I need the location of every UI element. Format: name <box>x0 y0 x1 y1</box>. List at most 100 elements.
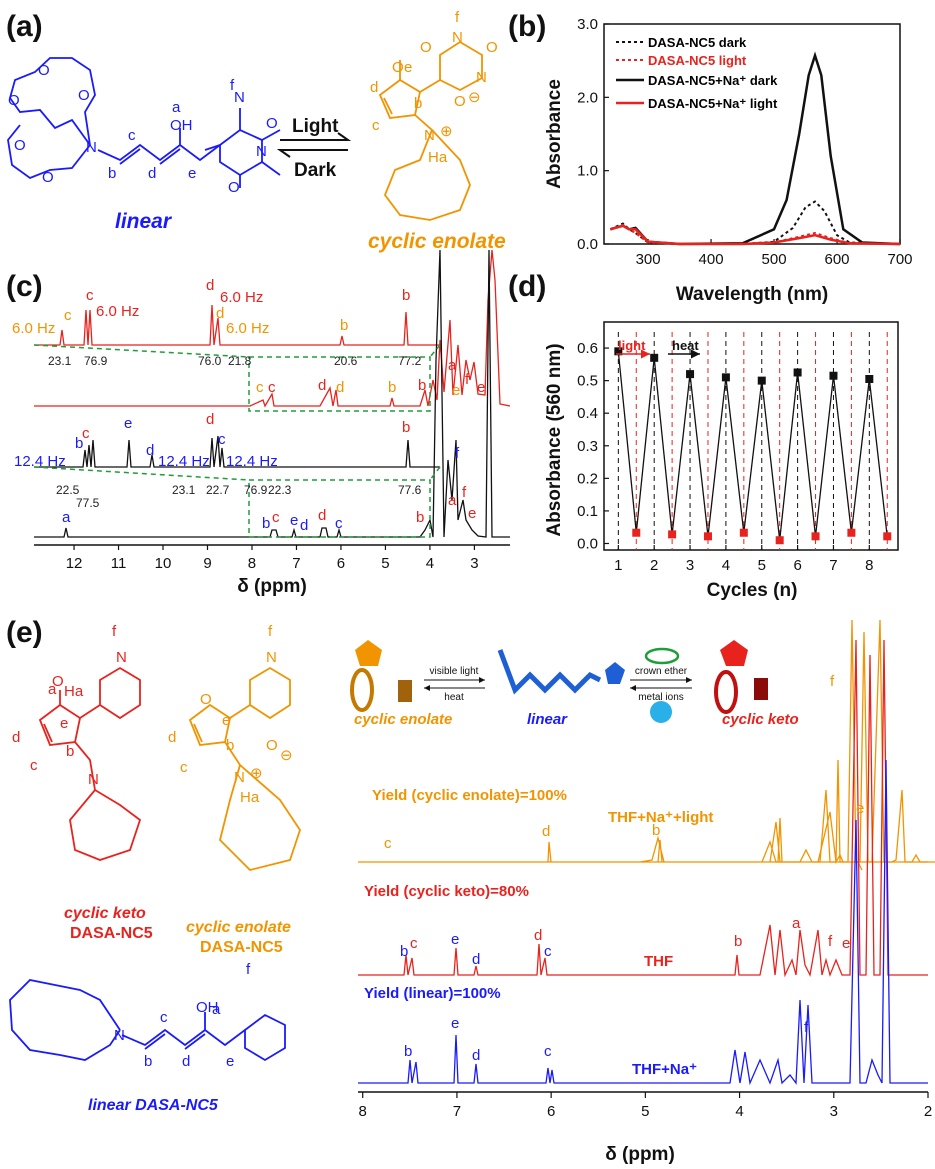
y-tick-label-d: 0.1 <box>577 503 598 520</box>
x-tick-label-c: 5 <box>381 555 389 572</box>
svg-text:e: e <box>842 935 850 952</box>
svg-text:d: d <box>336 379 344 396</box>
svg-text:O: O <box>486 39 498 56</box>
svg-text:⊖: ⊖ <box>468 89 481 106</box>
dark-point <box>865 375 874 383</box>
svg-text:76.9: 76.9 <box>84 354 108 368</box>
svg-text:f: f <box>830 673 835 690</box>
svg-text:N: N <box>234 769 245 786</box>
svg-text:c: c <box>218 431 226 448</box>
panel-label-e: (e) <box>6 616 43 649</box>
y-tick-label-d: 0.2 <box>577 470 598 487</box>
x-tick-label-d: 8 <box>865 557 873 574</box>
svg-text:c: c <box>544 943 552 960</box>
x-tick-label-e: 2 <box>924 1103 932 1120</box>
svg-text:e: e <box>124 415 132 432</box>
equilibrium-arrows-a <box>276 132 352 158</box>
svg-text:N: N <box>424 127 435 144</box>
svg-text:d: d <box>12 729 20 746</box>
svg-text:O: O <box>392 59 404 76</box>
svg-text:b: b <box>340 317 348 334</box>
cyclic-enolate-label: cyclic enolate <box>368 230 506 253</box>
svg-text:a: a <box>62 509 71 526</box>
linear-structure-e <box>9 979 286 1062</box>
x-tick-label-b: 600 <box>825 251 850 268</box>
svg-text:b: b <box>402 287 410 304</box>
svg-text:O: O <box>266 737 278 754</box>
light-point <box>739 528 748 537</box>
cyclic-keto-atoms: f N O a Ha e d c b N <box>12 623 127 788</box>
cyclic-enolate-title-e: cyclic enolate <box>186 919 291 936</box>
svg-text:N: N <box>234 89 245 106</box>
svg-text:f: f <box>828 933 833 950</box>
light-point <box>703 532 712 541</box>
svg-text:O: O <box>52 673 64 690</box>
linear-structure-a <box>7 57 281 188</box>
svg-text:6.0 Hz: 6.0 Hz <box>12 320 55 337</box>
svg-text:f: f <box>455 445 460 462</box>
svg-text:e: e <box>451 931 459 948</box>
svg-text:c: c <box>384 835 392 852</box>
dark-point <box>650 353 659 362</box>
svg-text:O: O <box>38 62 50 79</box>
svg-text:⊕: ⊕ <box>440 123 453 140</box>
svg-text:a: a <box>448 492 457 509</box>
svg-text:23.1: 23.1 <box>48 354 72 368</box>
y-tick-label-d: 0.5 <box>577 373 598 390</box>
y-tick-label-d: 0.3 <box>577 438 598 455</box>
svg-text:76.0: 76.0 <box>198 354 222 368</box>
svg-text:e: e <box>60 715 68 732</box>
legend-item: DASA-NC5+Na⁺ dark <box>648 73 778 88</box>
legend-item: DASA-NC5+Na⁺ light <box>648 96 778 111</box>
x-tick-label-c: 12 <box>66 555 83 572</box>
x-tick-label-d: 5 <box>758 557 766 574</box>
svg-text:e: e <box>404 59 412 76</box>
svg-text:d: d <box>216 305 224 322</box>
svg-text:20.6: 20.6 <box>334 354 358 368</box>
dark-point <box>793 368 802 377</box>
panel-label-d: (d) <box>508 270 546 303</box>
svg-text:c: c <box>128 127 136 144</box>
svg-text:O: O <box>228 179 240 196</box>
svg-text:22.7: 22.7 <box>206 483 230 497</box>
svg-text:6.0 Hz: 6.0 Hz <box>96 303 139 320</box>
svg-text:b: b <box>652 822 660 839</box>
ylabel-d: Absorbance (560 nm) <box>544 343 565 536</box>
light-point <box>883 532 892 541</box>
scheme-cyclic-enolate-icon <box>350 640 412 712</box>
svg-text:Ha: Ha <box>64 683 84 700</box>
x-tick-label-c: 9 <box>203 555 211 572</box>
nmr-peak-labels-c: c d b 6.0 Hz 6.0 Hz 6.0 Hz c d b a f e c… <box>12 277 485 534</box>
svg-text:d: d <box>146 442 154 459</box>
svg-text:f: f <box>246 961 251 978</box>
heat-annotation: heat <box>672 338 699 353</box>
x-tick-label-d: 7 <box>829 557 837 574</box>
scheme-cyclic-keto-icon <box>714 640 768 714</box>
cyclic-enolate-structure-a <box>378 40 483 221</box>
cyclic-keto-structure <box>38 666 142 861</box>
svg-text:f: f <box>465 371 470 388</box>
x-tick-label-b: 400 <box>699 251 724 268</box>
arrow-light-label: Light <box>292 116 339 137</box>
scheme-visible-light: visible light <box>430 666 479 677</box>
panel-label-c: (c) <box>6 270 43 303</box>
svg-text:a: a <box>48 681 57 698</box>
x-tick-label-e: 7 <box>453 1103 461 1120</box>
x-tick-label-d: 3 <box>686 557 694 574</box>
x-tick-label-b: 300 <box>636 251 661 268</box>
svg-text:e: e <box>290 512 298 529</box>
svg-text:a: a <box>792 915 801 932</box>
svg-text:d: d <box>148 165 156 182</box>
svg-text:d: d <box>472 1047 480 1064</box>
svg-text:e: e <box>856 800 864 817</box>
nmr-spectra-e <box>358 619 935 1086</box>
svg-text:b: b <box>66 743 74 760</box>
svg-text:c: c <box>544 1043 552 1060</box>
svg-text:c: c <box>86 287 94 304</box>
plot-frame-d <box>603 321 899 551</box>
x-tick-label-e: 3 <box>830 1103 838 1120</box>
scheme-cyclic-keto: cyclic keto <box>722 711 799 728</box>
svg-text:d: d <box>206 411 214 428</box>
nmr-peak-labels-e: f c d b e b c e d d c b a f e b e d c f <box>384 673 864 1064</box>
x-tick-label-c: 3 <box>470 555 478 572</box>
